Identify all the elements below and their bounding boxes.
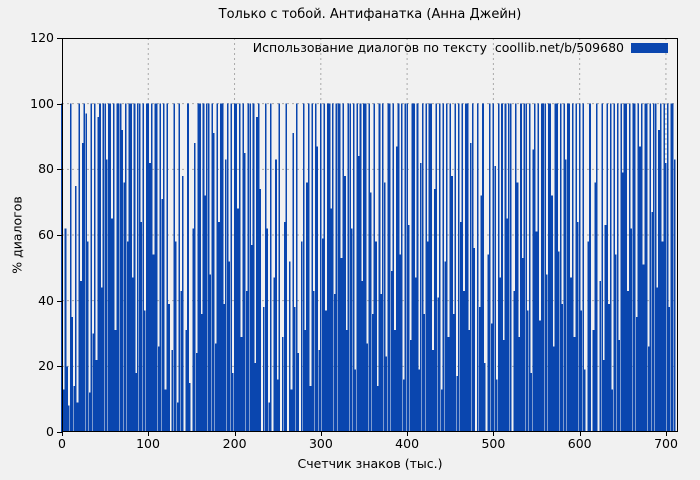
x-axis-label: Счетчик знаков (тыс.) [297, 456, 443, 471]
x-tick-label: 700 [654, 436, 678, 451]
x-tick-label: 0 [58, 436, 66, 451]
y-tick-label: 60 [38, 227, 54, 242]
legend-swatch [631, 42, 668, 53]
y-tick-label: 20 [38, 358, 54, 373]
y-tick-label: 0 [46, 424, 54, 439]
x-tick-label: 200 [222, 436, 247, 451]
legend-label: Использование диалогов по тексту coollib… [252, 40, 624, 55]
y-axis-label: % диалогов [9, 196, 25, 274]
x-tick-label: 300 [308, 436, 333, 451]
x-tick-label: 600 [567, 436, 592, 451]
x-tick-label: 100 [136, 436, 160, 451]
y-tick-label: 100 [30, 96, 54, 111]
y-tick-label: 120 [30, 30, 54, 45]
x-tick-label: 500 [481, 436, 506, 451]
y-tick-label: 80 [38, 161, 54, 176]
chart-title: Только с тобой. Антифанатка (Анна Джейн) [218, 7, 522, 22]
legend: Использование диалогов по тексту coollib… [253, 40, 668, 55]
y-tick-label: 40 [38, 293, 54, 308]
x-tick-label: 400 [395, 436, 420, 451]
